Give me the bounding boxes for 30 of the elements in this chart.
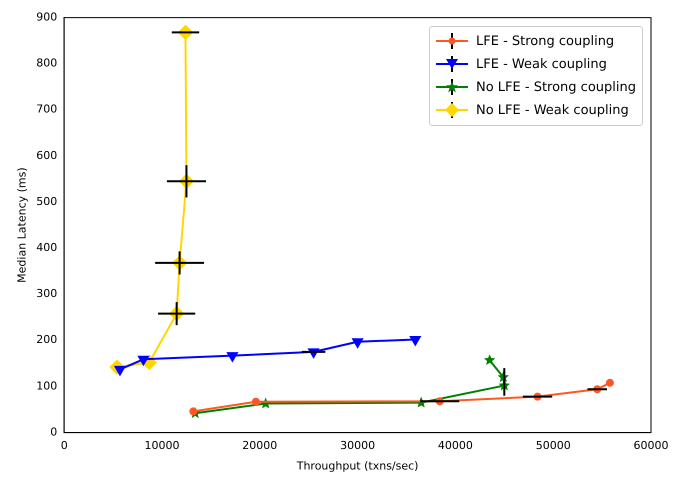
y-tick-label: 700 <box>36 102 58 116</box>
legend-label: LFE - Strong coupling <box>476 32 614 51</box>
y-tick-label: 0 <box>50 425 58 438</box>
x-tick-label: 40000 <box>438 439 473 452</box>
legend-label: No LFE - Weak coupling <box>476 102 629 120</box>
point <box>226 352 238 362</box>
y-tick-label: 900 <box>36 10 58 24</box>
y-tick-label: 500 <box>36 194 58 208</box>
y-tick-label: 300 <box>36 287 58 300</box>
x-tick-label: 50000 <box>536 439 571 452</box>
x-tick-label: 60000 <box>634 439 668 452</box>
point <box>352 338 364 348</box>
x-tick-label: 0 <box>60 439 68 452</box>
legend-label: LFE - Weak coupling <box>476 56 607 74</box>
y-tick-label: 400 <box>36 241 58 254</box>
point <box>189 407 198 416</box>
point <box>252 398 260 406</box>
point <box>138 356 150 366</box>
y-axis-title: Median Latency (ms) <box>15 167 28 283</box>
x-axis-title: Throughput (txns/sec) <box>296 459 418 472</box>
y-tick-label: 600 <box>36 148 58 162</box>
y-tick-label: 200 <box>36 333 58 346</box>
y-tick-label: 100 <box>36 379 58 392</box>
y-tick-label: 800 <box>36 56 58 70</box>
x-tick-label: 10000 <box>144 439 180 452</box>
legend-label: No LFE - Strong coupling <box>476 78 636 97</box>
x-tick-label: 20000 <box>242 439 278 452</box>
point <box>606 378 614 387</box>
x-tick-label: 30000 <box>340 439 376 452</box>
point <box>410 336 421 346</box>
